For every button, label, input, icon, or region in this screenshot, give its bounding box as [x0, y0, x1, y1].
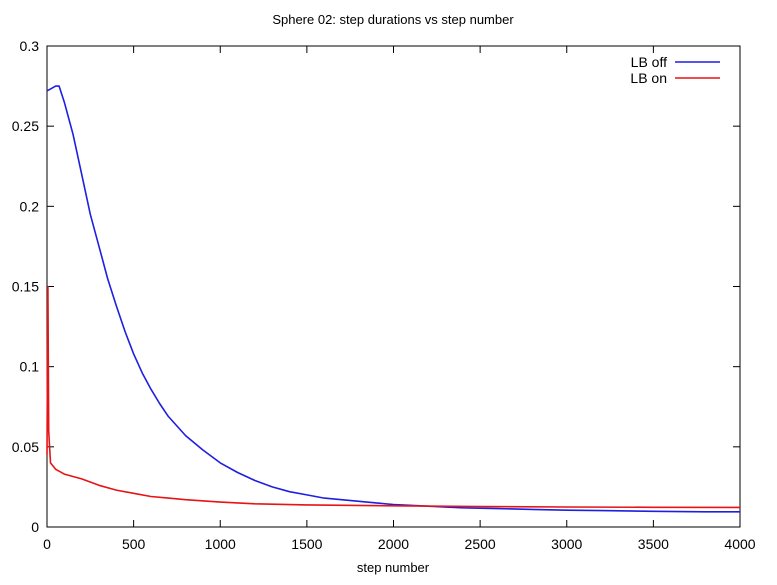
x-axis: 0 500 1000 1500 2000 2500 3000 3500 4000: [43, 46, 756, 552]
legend-label: LB on: [630, 70, 667, 86]
chart-title: Sphere 02: step durations vs step number: [272, 12, 514, 27]
legend-label: LB off: [631, 54, 667, 70]
x-tick-label: 1000: [205, 536, 236, 552]
x-axis-title: step number: [357, 560, 430, 575]
y-tick-label: 0.25: [12, 118, 39, 134]
series-line-lb-off: [46, 85, 740, 513]
x-tick-label: 3500: [638, 536, 669, 552]
x-tick-label: 1500: [291, 536, 322, 552]
x-tick-label: 4000: [724, 536, 755, 552]
y-tick-label: 0.1: [20, 359, 40, 375]
y-tick-label: 0.2: [20, 198, 40, 214]
series-line-lb-on: [46, 285, 741, 509]
y-axis: 0 0.05 0.1 0.15 0.2 0.25 0.3: [12, 38, 740, 535]
y-tick-label: 0.3: [20, 38, 40, 54]
y-tick-label: 0.05: [12, 439, 39, 455]
x-tick-label: 0: [43, 536, 51, 552]
x-tick-label: 2000: [378, 536, 409, 552]
y-tick-label: 0.15: [12, 279, 39, 295]
x-tick-label: 3000: [551, 536, 582, 552]
y-tick-label: 0: [31, 519, 39, 535]
x-tick-label: 500: [122, 536, 146, 552]
x-tick-label: 2500: [465, 536, 496, 552]
series-layer: [46, 85, 741, 513]
